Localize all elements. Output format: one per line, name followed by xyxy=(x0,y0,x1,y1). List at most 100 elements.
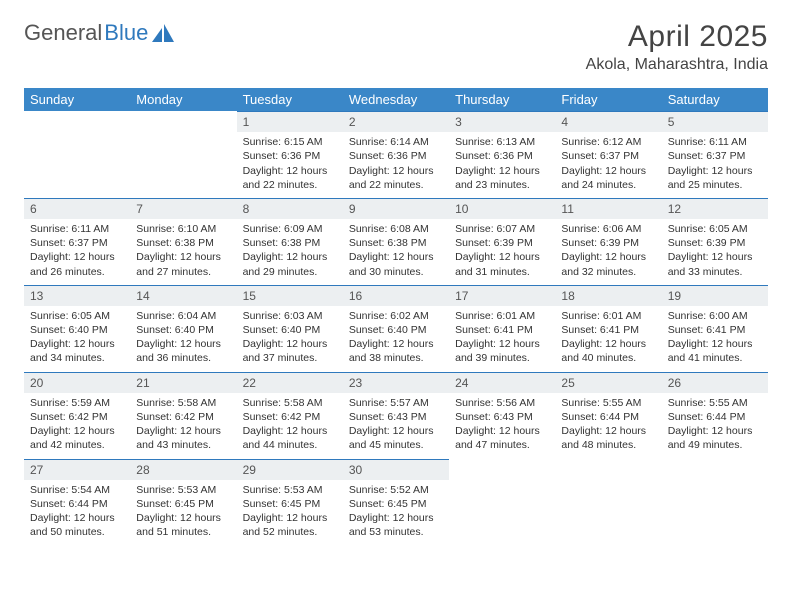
sunrise-line: Sunrise: 6:08 AM xyxy=(349,222,443,236)
sunrise-line: Sunrise: 6:05 AM xyxy=(30,309,124,323)
daylight-line: Daylight: 12 hours and 45 minutes. xyxy=(349,424,443,452)
day-details: Sunrise: 6:11 AMSunset: 6:37 PMDaylight:… xyxy=(24,219,130,285)
day-details: Sunrise: 6:01 AMSunset: 6:41 PMDaylight:… xyxy=(449,306,555,372)
daylight-line: Daylight: 12 hours and 26 minutes. xyxy=(30,250,124,278)
calendar-cell: 17Sunrise: 6:01 AMSunset: 6:41 PMDayligh… xyxy=(449,285,555,372)
daylight-line: Daylight: 12 hours and 44 minutes. xyxy=(243,424,337,452)
calendar-cell: 2 Sunrise: 6:14 AMSunset: 6:36 PMDaylight… xyxy=(343,111,449,198)
day-details: Sunrise: 6:12 AMSunset: 6:37 PMDaylight:… xyxy=(555,132,661,198)
daylight-line: Daylight: 12 hours and 38 minutes. xyxy=(349,337,443,365)
title-block: April 2025 Akola, Maharashtra, India xyxy=(586,20,768,74)
calendar-cell: 26Sunrise: 5:55 AMSunset: 6:44 PMDayligh… xyxy=(662,372,768,459)
sunset-line: Sunset: 6:39 PM xyxy=(668,236,762,250)
day-details: Sunrise: 5:57 AMSunset: 6:43 PMDaylight:… xyxy=(343,393,449,459)
day-number: 2 xyxy=(343,112,449,132)
sunrise-line: Sunrise: 6:04 AM xyxy=(136,309,230,323)
calendar-cell: 18Sunrise: 6:01 AMSunset: 6:41 PMDayligh… xyxy=(555,285,661,372)
sunset-line: Sunset: 6:42 PM xyxy=(136,410,230,424)
day-details: Sunrise: 5:59 AMSunset: 6:42 PMDaylight:… xyxy=(24,393,130,459)
sunrise-line: Sunrise: 6:05 AM xyxy=(668,222,762,236)
calendar-cell: 14Sunrise: 6:04 AMSunset: 6:40 PMDayligh… xyxy=(130,285,236,372)
day-details: Sunrise: 6:05 AMSunset: 6:40 PMDaylight:… xyxy=(24,306,130,372)
calendar-cell: 9Sunrise: 6:08 AMSunset: 6:38 PMDaylight… xyxy=(343,198,449,285)
weekday-header: Monday xyxy=(130,88,236,111)
calendar-cell: 13Sunrise: 6:05 AMSunset: 6:40 PMDayligh… xyxy=(24,285,130,372)
weekday-header: Saturday xyxy=(662,88,768,111)
calendar-cell: 10Sunrise: 6:07 AMSunset: 6:39 PMDayligh… xyxy=(449,198,555,285)
calendar-cell: 6Sunrise: 6:11 AMSunset: 6:37 PMDaylight… xyxy=(24,198,130,285)
daylight-line: Daylight: 12 hours and 50 minutes. xyxy=(30,511,124,539)
sunset-line: Sunset: 6:45 PM xyxy=(243,497,337,511)
day-details: Sunrise: 6:09 AMSunset: 6:38 PMDaylight:… xyxy=(237,219,343,285)
weekday-header: Thursday xyxy=(449,88,555,111)
day-details: Sunrise: 5:55 AMSunset: 6:44 PMDaylight:… xyxy=(662,393,768,459)
calendar-cell: 24Sunrise: 5:56 AMSunset: 6:43 PMDayligh… xyxy=(449,372,555,459)
sunset-line: Sunset: 6:39 PM xyxy=(561,236,655,250)
day-number: 9 xyxy=(343,199,449,219)
sunrise-line: Sunrise: 6:12 AM xyxy=(561,135,655,149)
sunrise-line: Sunrise: 6:06 AM xyxy=(561,222,655,236)
sunset-line: Sunset: 6:41 PM xyxy=(668,323,762,337)
sunrise-line: Sunrise: 5:53 AM xyxy=(243,483,337,497)
daylight-line: Daylight: 12 hours and 30 minutes. xyxy=(349,250,443,278)
day-number: 1 xyxy=(237,112,343,132)
day-number: 12 xyxy=(662,199,768,219)
sunrise-line: Sunrise: 5:52 AM xyxy=(349,483,443,497)
day-details: Sunrise: 6:10 AMSunset: 6:38 PMDaylight:… xyxy=(130,219,236,285)
sunrise-line: Sunrise: 6:00 AM xyxy=(668,309,762,323)
calendar-row: 13Sunrise: 6:05 AMSunset: 6:40 PMDayligh… xyxy=(24,285,768,372)
calendar-cell: 21Sunrise: 5:58 AMSunset: 6:42 PMDayligh… xyxy=(130,372,236,459)
logo-sail-icon xyxy=(152,24,174,42)
day-number: 18 xyxy=(555,286,661,306)
day-number: 25 xyxy=(555,373,661,393)
day-number: 14 xyxy=(130,286,236,306)
daylight-line: Daylight: 12 hours and 32 minutes. xyxy=(561,250,655,278)
daylight-line: Daylight: 12 hours and 48 minutes. xyxy=(561,424,655,452)
calendar-cell xyxy=(555,459,661,546)
calendar-cell: 20Sunrise: 5:59 AMSunset: 6:42 PMDayligh… xyxy=(24,372,130,459)
day-number: 15 xyxy=(237,286,343,306)
sunset-line: Sunset: 6:41 PM xyxy=(561,323,655,337)
sunrise-line: Sunrise: 6:02 AM xyxy=(349,309,443,323)
day-number: 28 xyxy=(130,460,236,480)
day-number: 29 xyxy=(237,460,343,480)
sunrise-line: Sunrise: 6:14 AM xyxy=(349,135,443,149)
sunrise-line: Sunrise: 6:09 AM xyxy=(243,222,337,236)
day-number: 13 xyxy=(24,286,130,306)
daylight-line: Daylight: 12 hours and 36 minutes. xyxy=(136,337,230,365)
sunset-line: Sunset: 6:44 PM xyxy=(561,410,655,424)
daylight-line: Daylight: 12 hours and 22 minutes. xyxy=(349,164,443,192)
sunrise-line: Sunrise: 5:55 AM xyxy=(668,396,762,410)
day-number: 5 xyxy=(662,112,768,132)
sunset-line: Sunset: 6:44 PM xyxy=(668,410,762,424)
sunset-line: Sunset: 6:37 PM xyxy=(30,236,124,250)
calendar-row: 1Sunrise: 6:15 AMSunset: 6:36 PMDaylight… xyxy=(24,111,768,198)
day-details: Sunrise: 6:13 AMSunset: 6:36 PMDaylight:… xyxy=(449,132,555,198)
calendar-body: 1Sunrise: 6:15 AMSunset: 6:36 PMDaylight… xyxy=(24,111,768,545)
day-details: Sunrise: 5:53 AMSunset: 6:45 PMDaylight:… xyxy=(237,480,343,546)
calendar-cell: 8Sunrise: 6:09 AMSunset: 6:38 PMDaylight… xyxy=(237,198,343,285)
sunrise-line: Sunrise: 5:53 AM xyxy=(136,483,230,497)
calendar-cell: 7Sunrise: 6:10 AMSunset: 6:38 PMDaylight… xyxy=(130,198,236,285)
day-number: 6 xyxy=(24,199,130,219)
calendar-cell: 27Sunrise: 5:54 AMSunset: 6:44 PMDayligh… xyxy=(24,459,130,546)
daylight-line: Daylight: 12 hours and 43 minutes. xyxy=(136,424,230,452)
daylight-line: Daylight: 12 hours and 52 minutes. xyxy=(243,511,337,539)
calendar-row: 6Sunrise: 6:11 AMSunset: 6:37 PMDaylight… xyxy=(24,198,768,285)
sunset-line: Sunset: 6:36 PM xyxy=(455,149,549,163)
daylight-line: Daylight: 12 hours and 51 minutes. xyxy=(136,511,230,539)
sunrise-line: Sunrise: 5:54 AM xyxy=(30,483,124,497)
sunrise-line: Sunrise: 5:56 AM xyxy=(455,396,549,410)
sunrise-line: Sunrise: 6:03 AM xyxy=(243,309,337,323)
logo: GeneralBlue xyxy=(24,20,174,46)
sunrise-line: Sunrise: 6:01 AM xyxy=(561,309,655,323)
sunset-line: Sunset: 6:43 PM xyxy=(455,410,549,424)
sunset-line: Sunset: 6:36 PM xyxy=(349,149,443,163)
day-number: 19 xyxy=(662,286,768,306)
daylight-line: Daylight: 12 hours and 41 minutes. xyxy=(668,337,762,365)
weekday-header: Friday xyxy=(555,88,661,111)
calendar-cell: 4Sunrise: 6:12 AMSunset: 6:37 PMDaylight… xyxy=(555,111,661,198)
sunrise-line: Sunrise: 6:11 AM xyxy=(668,135,762,149)
day-details: Sunrise: 6:08 AMSunset: 6:38 PMDaylight:… xyxy=(343,219,449,285)
day-details: Sunrise: 6:01 AMSunset: 6:41 PMDaylight:… xyxy=(555,306,661,372)
